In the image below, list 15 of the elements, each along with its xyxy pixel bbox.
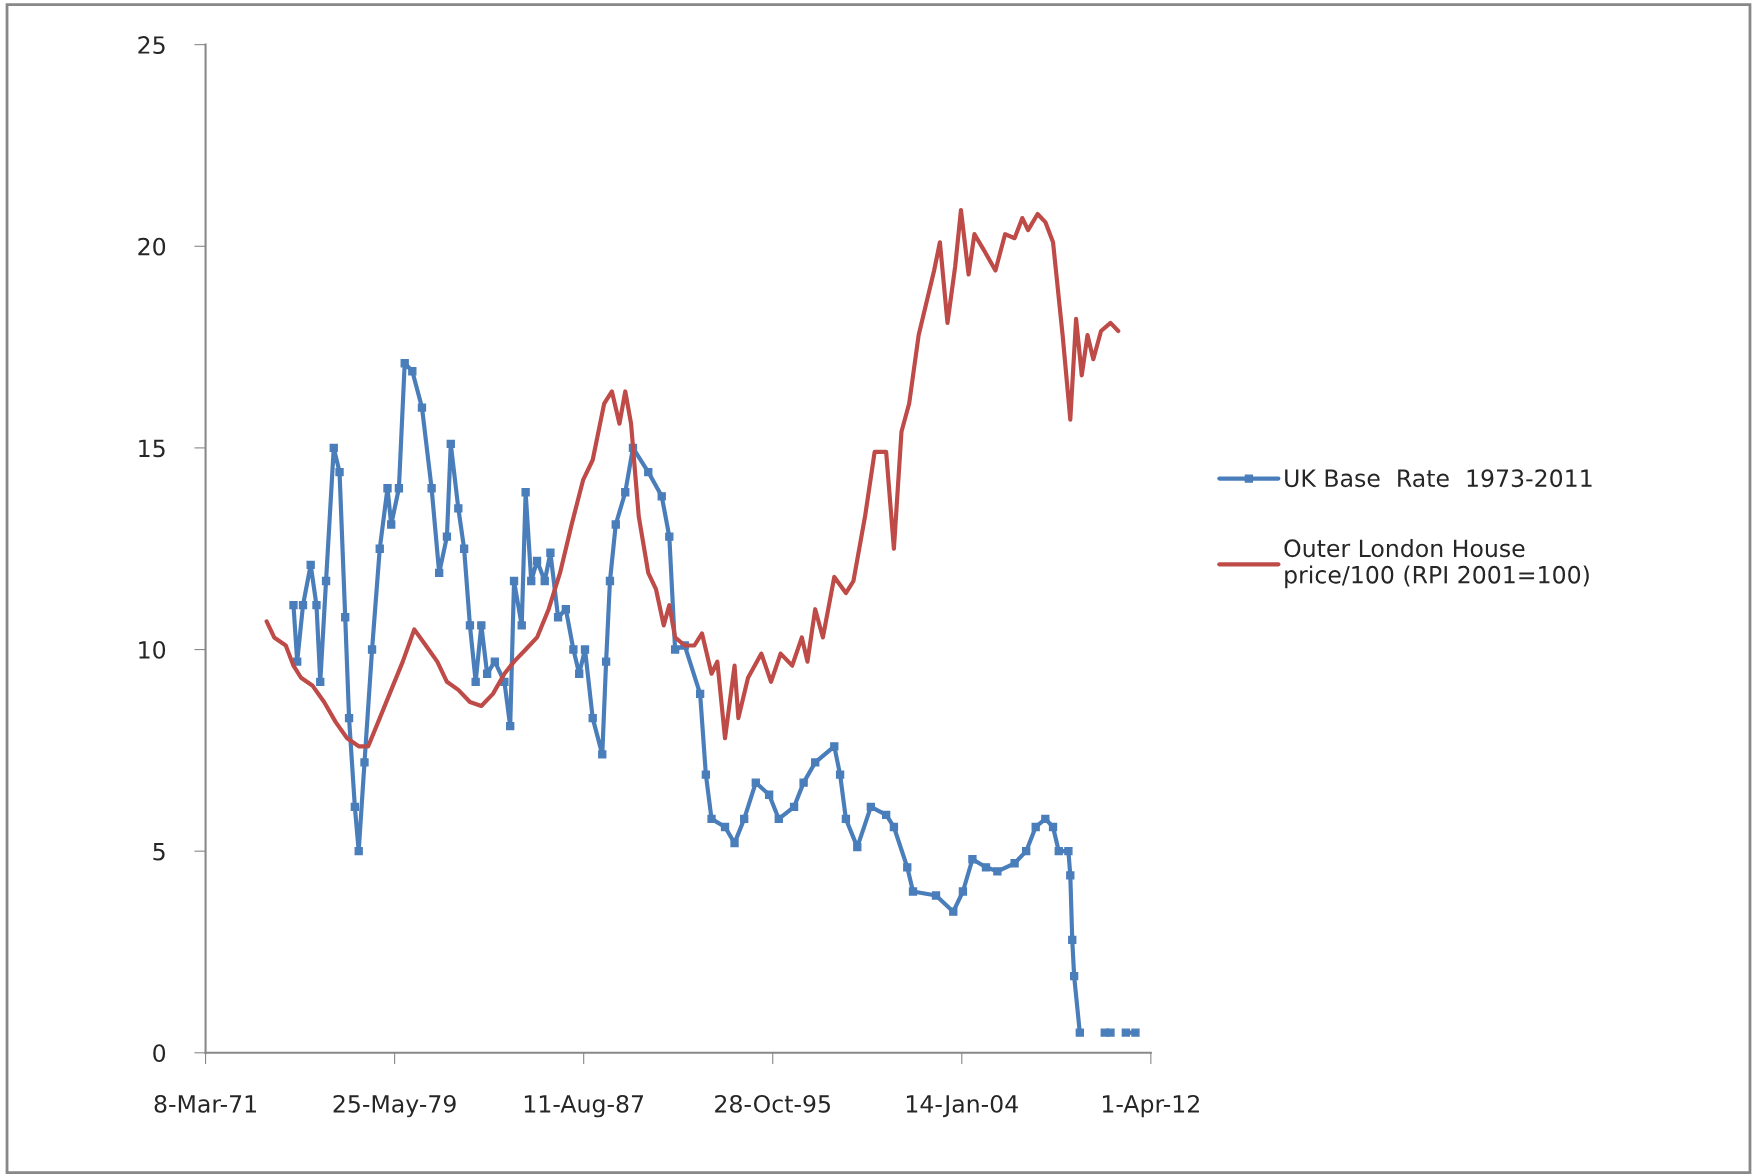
y-tick-label: 10 [139,640,166,659]
line-series [264,207,1121,749]
x-tick-label: 28-Oct-95 [715,1094,830,1113]
legend-label: Outer London House price/100 (RPI 2001=100) [1284,538,1589,589]
y-tick-label: 20 [138,237,166,256]
x-tick-label: 1-Apr-12 [1102,1094,1199,1118]
y-tick-label: 25 [138,36,165,54]
y-tick-label: 15 [139,439,165,458]
y-tick-label: 5 [153,842,165,861]
x-tick-label: 8-Mar-71 [154,1094,256,1113]
x-tick-label: 25-May-79 [333,1094,456,1118]
x-tick-label: 11-Aug-87 [524,1094,644,1118]
legend-label: UK Base Rate 1973-2011 [1285,469,1592,488]
y-tick-label: 0 [153,1044,166,1063]
x-tick-label: 14-Jan-04 [906,1094,1018,1118]
